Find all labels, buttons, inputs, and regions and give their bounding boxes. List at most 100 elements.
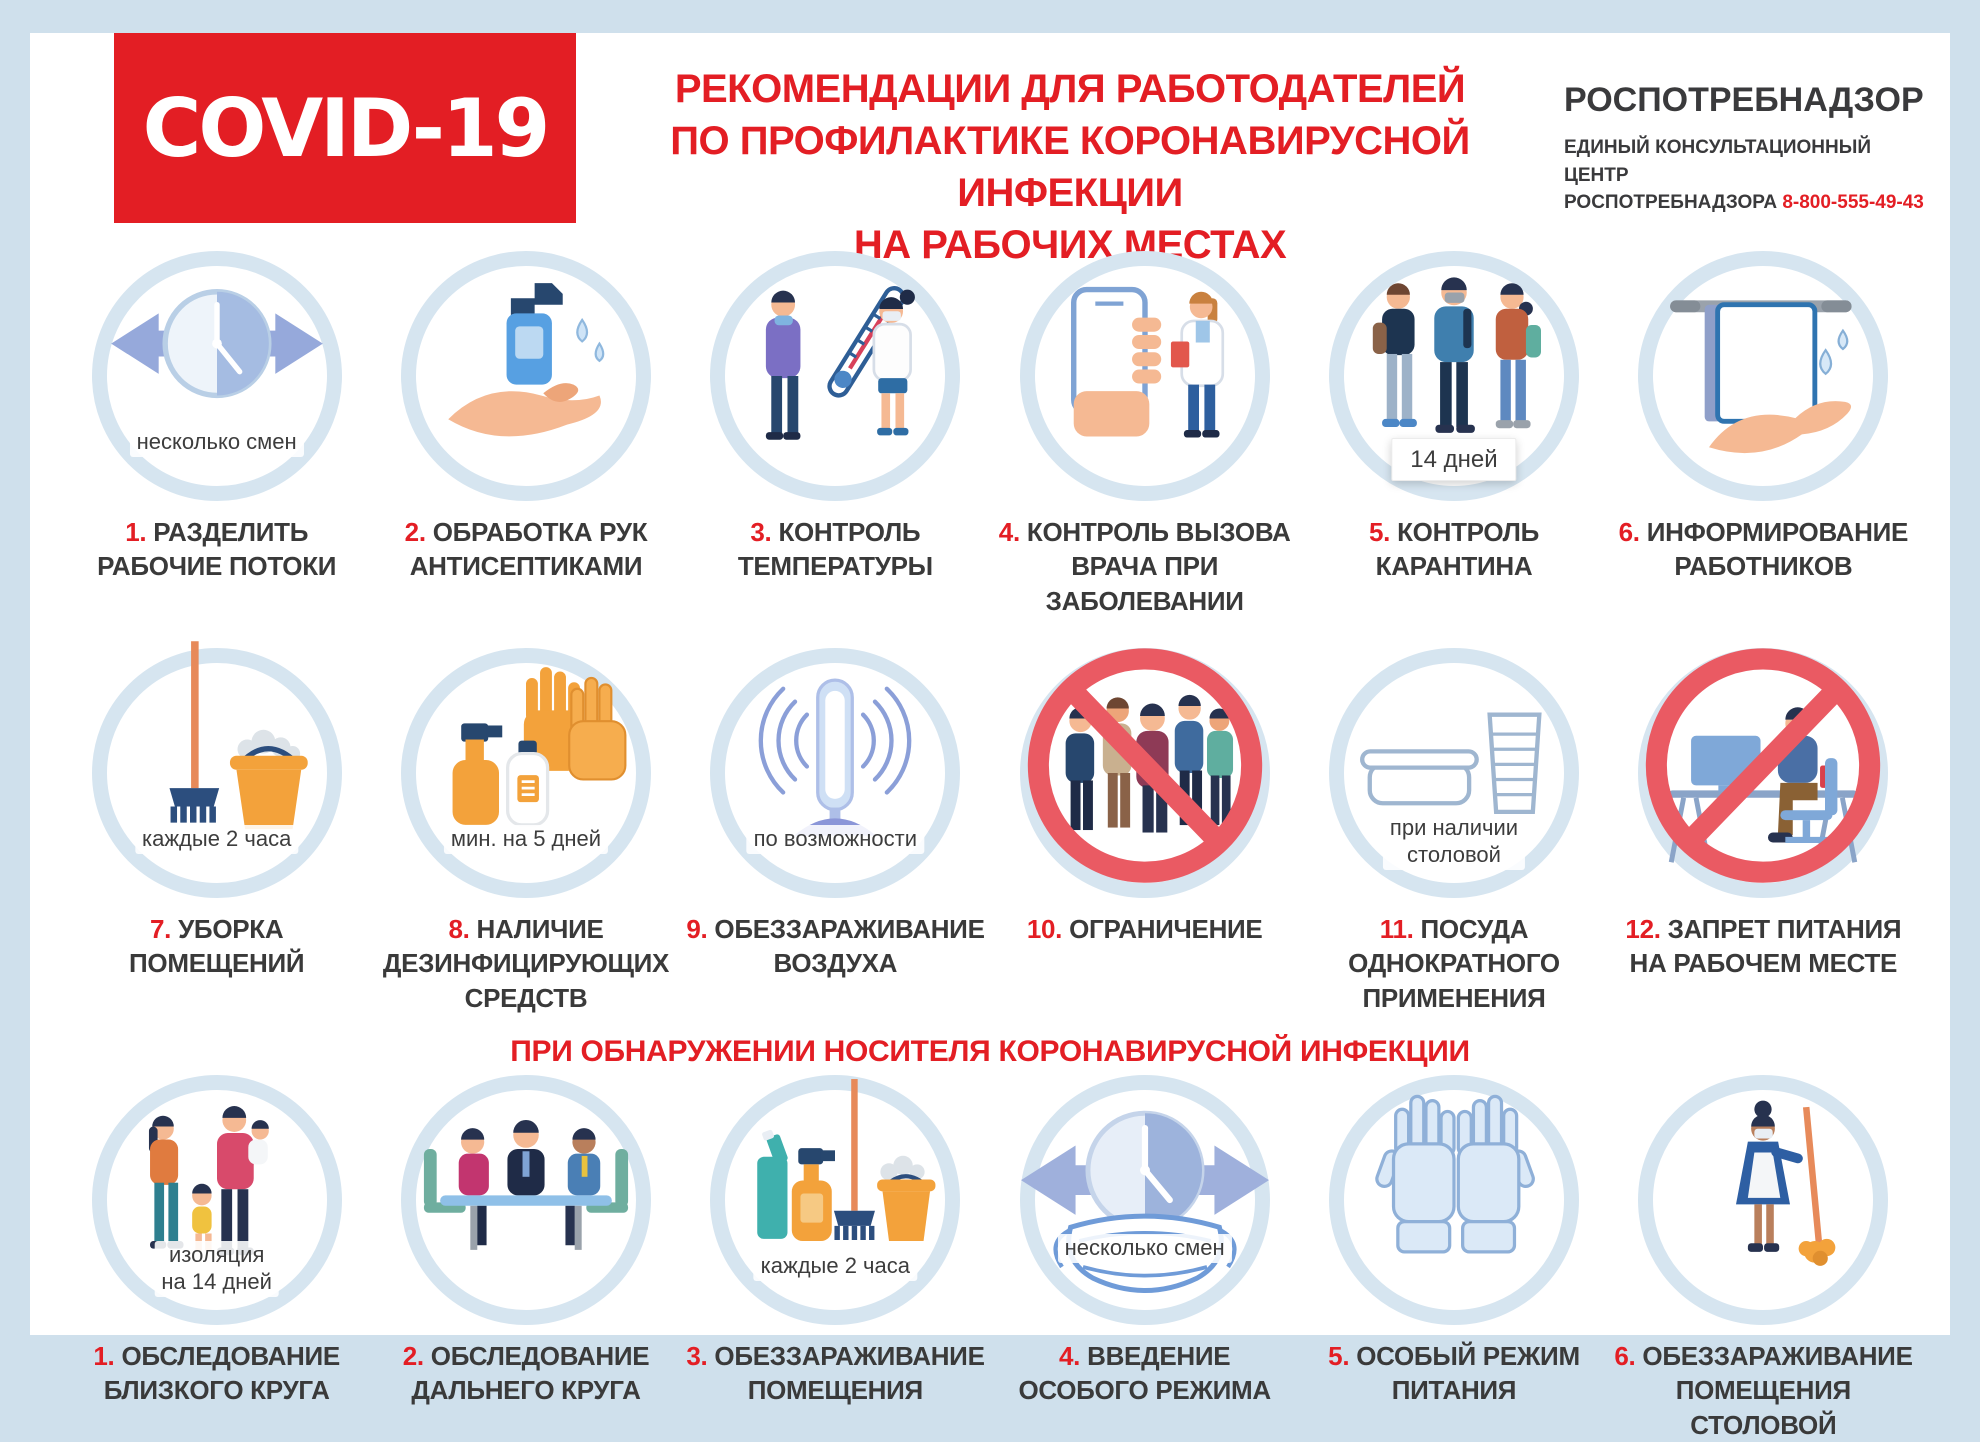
caption: 6. ИНФОРМИРОВАНИЕ РАБОТНИКОВ bbox=[1614, 515, 1912, 584]
badge-label: при наличии столовой bbox=[1382, 814, 1526, 870]
caption: 7. УБОРКА ПОМЕЩЕНИЙ bbox=[68, 912, 366, 981]
uv-lamp-icon bbox=[759, 678, 912, 836]
circle-illustration: каждые 2 часа bbox=[710, 1074, 961, 1325]
circle-illustration bbox=[1019, 251, 1270, 501]
caption: 2. ОБРАБОТКА РУК АНТИСЕПТИКАМИ bbox=[377, 515, 675, 584]
caption: 11. ПОСУДА ОДНОКРАТНОГО ПРИМЕНЕНИЯ bbox=[1305, 912, 1603, 1015]
caption-label: ОБЕЗЗАРАЖИВАНИЕ ВОЗДУХА bbox=[714, 913, 985, 979]
content-rows: несколько смен 1. РАЗДЕЛИТЬ РАБОЧИЕ ПОТОК… bbox=[30, 251, 1950, 1442]
badge-label: изоляция на 14 дней bbox=[154, 1241, 279, 1297]
caption-number: 3. bbox=[686, 1340, 708, 1371]
page-title: РЕКОМЕНДАЦИИ ДЛЯ РАБОТОДАТЕЛЕЙ ПО ПРОФИЛ… bbox=[670, 67, 1470, 267]
caption-label: РАЗДЕЛИТЬ РАБОЧИЕ ПОТОКИ bbox=[97, 517, 337, 582]
disinfectants-icon bbox=[452, 667, 627, 827]
circle-illustration bbox=[710, 251, 961, 501]
org-contact: ЕДИНЫЙ КОНСУЛЬТАЦИОННЫЙ ЦЕНТР РОСПОТРЕБН… bbox=[1564, 134, 1936, 217]
circle-illustration bbox=[1638, 647, 1889, 898]
section-title: ПРИ ОБНАРУЖЕНИИ НОСИТЕЛЯ КОРОНАВИРУСНОЙ … bbox=[510, 1034, 1470, 1068]
item-doctor-call: 4. КОНТРОЛЬ ВЫЗОВА ВРАЧА ПРИ ЗАБОЛЕВАНИИ bbox=[994, 251, 1295, 618]
item-hand-antiseptic: 2. ОБРАБОТКА РУК АНТИСЕПТИКАМИ bbox=[375, 251, 676, 618]
item-close-circle: изоляция на 14 дней 1. ОБСЛЕДОВАНИЕ БЛИЗК… bbox=[66, 1074, 367, 1442]
restricted-group-icon bbox=[1027, 648, 1262, 883]
caption-label: ОБСЛЕДОВАНИЕ ДАЛЬНЕГО КРУГА bbox=[411, 1340, 650, 1406]
caption-number: 10. bbox=[1026, 913, 1063, 944]
caption-label: ОБРАБОТКА РУК АНТИСЕПТИКАМИ bbox=[409, 517, 648, 582]
circle-illustration: несколько смен bbox=[1019, 1074, 1270, 1325]
circle-illustration: изоляция на 14 дней bbox=[91, 1074, 342, 1325]
caption-label: ВВЕДЕНИЕ ОСОБОГО РЕЖИМА bbox=[1018, 1340, 1271, 1406]
no-eating-desk-icon bbox=[1646, 648, 1881, 883]
caption-number: 8. bbox=[448, 913, 470, 944]
circle-illustration bbox=[1638, 251, 1889, 501]
circle-illustration: 14 дней bbox=[1328, 251, 1579, 501]
row-2: каждые 2 часа 7. УБОРКА ПОМЕЩЕНИЙ bbox=[66, 641, 1914, 1015]
caption: 5. КОНТРОЛЬ КАРАНТИНА bbox=[1305, 515, 1603, 584]
item-temperature: 3. КОНТРОЛЬ ТЕМПЕРАТУРЫ bbox=[685, 251, 986, 618]
caption-number: 12. bbox=[1625, 913, 1661, 944]
caption-number: 6. bbox=[1614, 1340, 1636, 1371]
circle-illustration bbox=[400, 1074, 651, 1325]
caption: 8. НАЛИЧИЕ ДЕЗИНФИЦИРУЮЩИХ СРЕДСТВ bbox=[377, 912, 675, 1015]
caption-label: ИНФОРМИРОВАНИЕ РАБОТНИКОВ bbox=[1646, 517, 1909, 582]
badge-label: несколько смен bbox=[129, 428, 304, 457]
mask-clock-icon bbox=[1020, 1110, 1269, 1293]
caption-number: 2. bbox=[404, 517, 426, 547]
caption: 6. ОБЕЗЗАРАЖИВАНИЕ ПОМЕЩЕНИЯ СТОЛОВОЙ bbox=[1614, 1339, 1913, 1442]
caption-number: 11. bbox=[1379, 913, 1414, 944]
item-canteen-disinfection: 6. ОБЕЗЗАРАЖИВАНИЕ ПОМЕЩЕНИЯ СТОЛОВОЙ bbox=[1613, 1074, 1914, 1442]
caption-number: 1. bbox=[93, 1340, 115, 1371]
circle-illustration bbox=[1019, 647, 1270, 898]
circle-illustration: каждые 2 часа bbox=[91, 641, 342, 898]
badge-label: мин. на 5 дней bbox=[443, 825, 609, 854]
caption-label: ЗАПРЕТ ПИТАНИЯ НА РАБОЧЕМ МЕСТЕ bbox=[1629, 913, 1902, 979]
item-far-circle: 2. ОБСЛЕДОВАНИЕ ДАЛЬНЕГО КРУГА bbox=[375, 1074, 676, 1442]
caption-label: ОБСЛЕДОВАНИЕ БЛИЗКОГО КРУГА bbox=[103, 1340, 341, 1406]
circle-illustration: по возможности bbox=[710, 647, 961, 898]
caption-label: ОСОБЫЙ РЕЖИМ ПИТАНИЯ bbox=[1356, 1340, 1580, 1406]
item-quarantine: 14 дней 5. КОНТРОЛЬ КАРАНТИНА bbox=[1303, 251, 1604, 618]
item-room-disinfection: каждые 2 часа 3. ОБЕЗЗАРАЖИВАНИЕ ПОМЕЩЕНИ… bbox=[685, 1074, 986, 1442]
caption: 12. ЗАПРЕТ ПИТАНИЯ НА РАБОЧЕМ МЕСТЕ bbox=[1614, 912, 1912, 981]
caption-label: ОБЕЗЗАРАЖИВАНИЕ ПОМЕЩЕНИЯ bbox=[714, 1340, 985, 1406]
item-no-eating: 12. ЗАПРЕТ ПИТАНИЯ НА РАБОЧЕМ МЕСТЕ bbox=[1613, 647, 1914, 1015]
caption-label: ОГРАНИЧЕНИЕ bbox=[1069, 913, 1263, 944]
cleaning-set-icon bbox=[757, 1078, 936, 1241]
row-1: несколько смен 1. РАЗДЕЛИТЬ РАБОЧИЕ ПОТОК… bbox=[66, 251, 1914, 618]
circle-illustration: несколько смен bbox=[91, 251, 342, 501]
temperature-check-icon bbox=[766, 286, 916, 440]
quarantine-group-icon bbox=[1372, 277, 1541, 433]
circle-illustration: при наличии столовой bbox=[1328, 647, 1579, 898]
item-split-flows: несколько смен 1. РАЗДЕЛИТЬ РАБОЧИЕ ПОТОК… bbox=[66, 251, 367, 618]
item-special-regime: несколько смен 4. ВВЕДЕНИЕ ОСОБОГО РЕЖИМА bbox=[994, 1074, 1295, 1442]
item-cleaning: каждые 2 часа 7. УБОРКА ПОМЕЩЕНИЙ bbox=[66, 641, 367, 1015]
item-single-use-tableware: при наличии столовой 11. ПОСУДА ОДНОКРАТН… bbox=[1303, 647, 1604, 1015]
cleaner-woman-icon bbox=[1736, 1100, 1836, 1266]
org-center-line1: ЕДИНЫЙ КОНСУЛЬТАЦИОННЫЙ ЦЕНТР bbox=[1564, 137, 1871, 186]
caption: 3. КОНТРОЛЬ ТЕМПЕРАТУРЫ bbox=[686, 515, 984, 584]
item-air-disinfection: по возможности 9. ОБЕЗЗАРАЖИВАНИЕ ВОЗДУХА bbox=[685, 647, 986, 1015]
caption: 4. КОНТРОЛЬ ВЫЗОВА ВРАЧА ПРИ ЗАБОЛЕВАНИИ bbox=[996, 515, 1294, 618]
gloves-icon bbox=[1375, 1094, 1535, 1254]
item-restriction: 10. ОГРАНИЧЕНИЕ bbox=[994, 647, 1295, 1015]
item-disinfectants: мин. на 5 дней 8. НАЛИЧИЕ ДЕЗИНФИЦИРУЮЩИХ… bbox=[375, 647, 676, 1015]
header: COVID-19 РЕКОМЕНДАЦИИ ДЛЯ РАБОТОДАТЕЛЕЙ … bbox=[30, 33, 1950, 267]
caption-number: 4. bbox=[1059, 1340, 1081, 1371]
caption-number: 5. bbox=[1369, 517, 1391, 547]
caption-label: КОНТРОЛЬ ТЕМПЕРАТУРЫ bbox=[737, 517, 933, 582]
badge-card: 14 дней bbox=[1391, 437, 1517, 481]
infographic-poster: COVID-19 РЕКОМЕНДАЦИИ ДЛЯ РАБОТОДАТЕЛЕЙ … bbox=[30, 33, 1950, 1440]
shift-clock-icon bbox=[110, 289, 323, 399]
org-phone: 8-800-555-49-43 bbox=[1782, 192, 1924, 214]
badge-label: несколько смен bbox=[1057, 1234, 1232, 1263]
informing-icon bbox=[1670, 300, 1852, 454]
badge-label: каждые 2 часа bbox=[134, 825, 299, 854]
caption-label: КОНТРОЛЬ ВЫЗОВА ВРАЧА ПРИ ЗАБОЛЕВАНИИ bbox=[1026, 517, 1291, 616]
mop-bucket-icon bbox=[169, 641, 308, 830]
org-center-line2: РОСПОТРЕБНАДЗОРА bbox=[1564, 192, 1778, 214]
caption: 3. ОБЕЗЗАРАЖИВАНИЕ ПОМЕЩЕНИЯ bbox=[686, 1339, 985, 1408]
row-3: изоляция на 14 дней 1. ОБСЛЕДОВАНИЕ БЛИЗК… bbox=[66, 1074, 1914, 1442]
caption: 1. ОБСЛЕДОВАНИЕ БЛИЗКОГО КРУГА bbox=[68, 1339, 366, 1408]
caption-number: 6. bbox=[1618, 517, 1640, 547]
meeting-icon bbox=[423, 1119, 629, 1250]
doctor-call-icon bbox=[1070, 286, 1224, 438]
